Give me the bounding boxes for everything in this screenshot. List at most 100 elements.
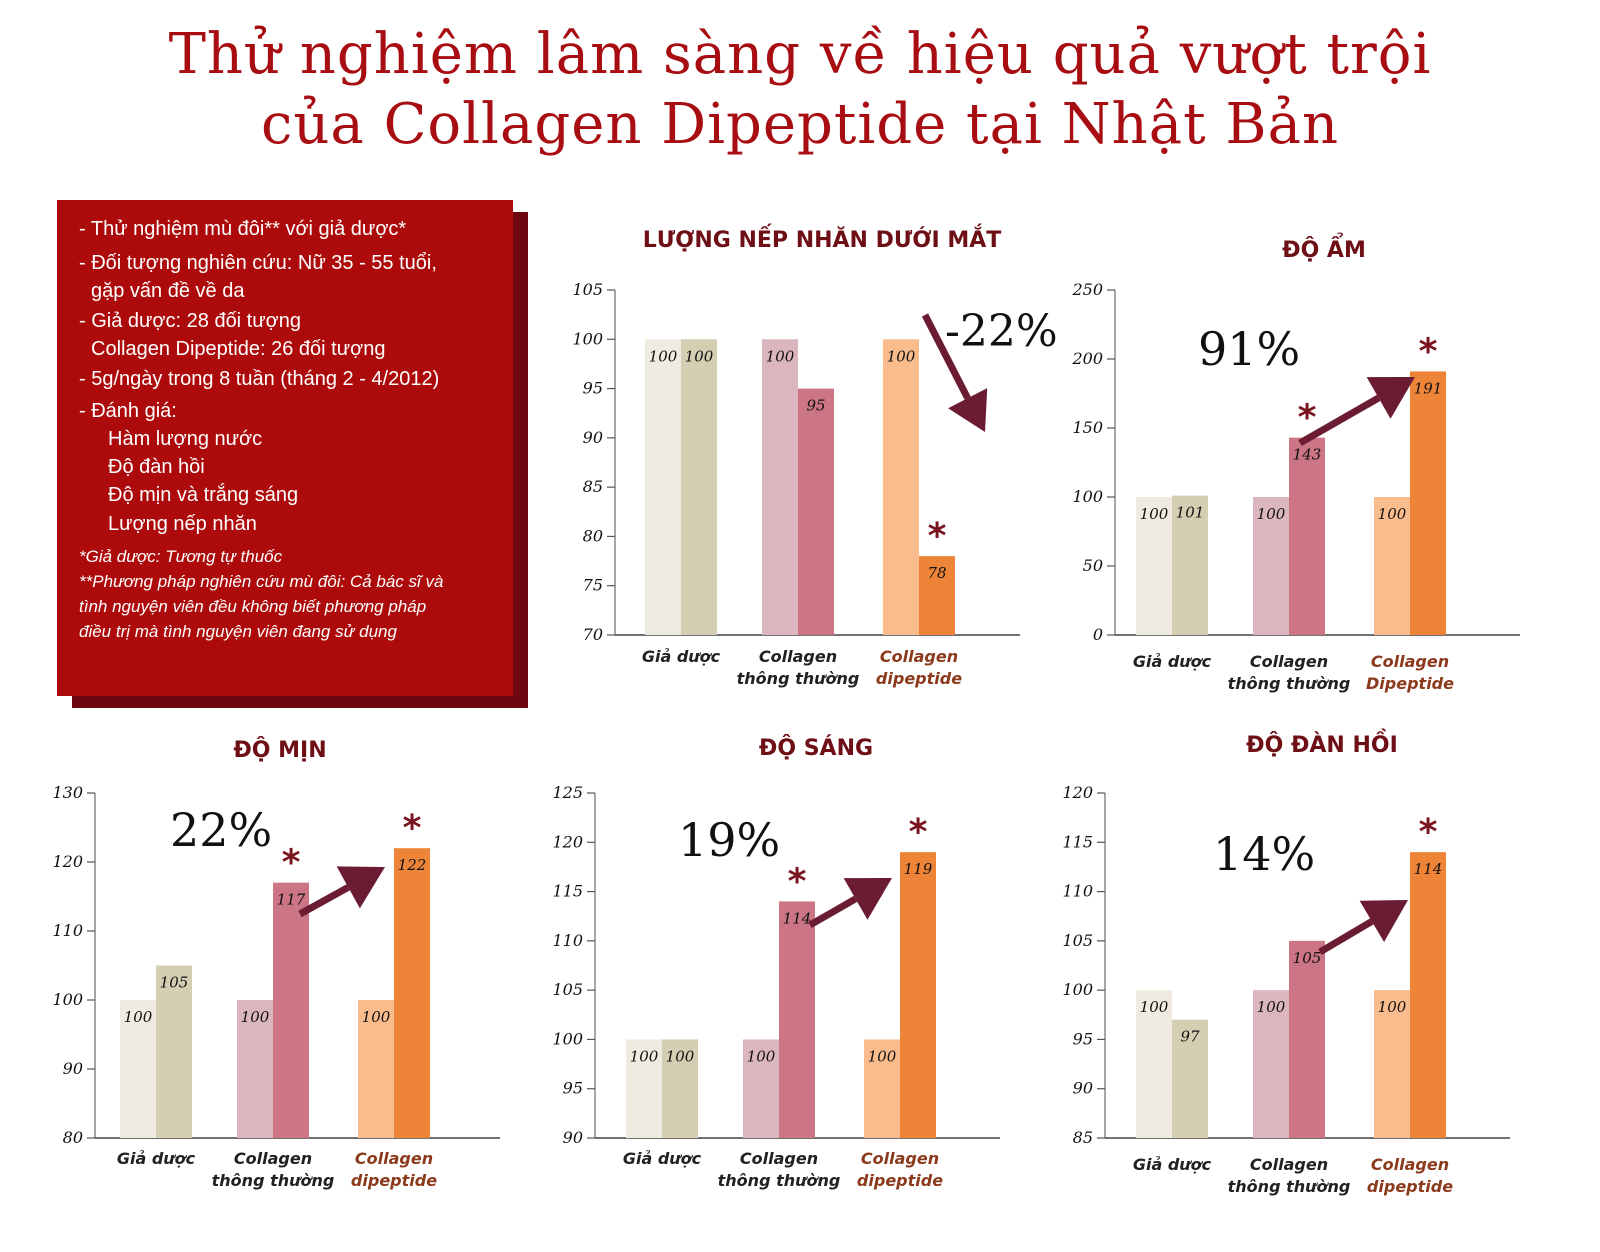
wrinkle-trend-arrow-head xyxy=(948,388,988,432)
smoothness-value-label-0-1: 105 xyxy=(160,974,189,992)
elasticity-tick-label: 95 xyxy=(1073,1029,1093,1048)
brightness-value-label-1-0: 100 xyxy=(747,1047,776,1065)
elasticity-trend-arrow xyxy=(1318,900,1408,956)
smoothness-tick-label: 90 xyxy=(63,1059,83,1078)
page-title-line-1: Thử nghiệm lâm sàng về hiệu quả vượt trộ… xyxy=(168,22,1432,87)
elasticity-category-label-0: Giả dược xyxy=(1133,1155,1212,1174)
brightness-value-label-1-1: 114 xyxy=(783,909,812,927)
wrinkle-trend-arrow xyxy=(921,313,988,432)
moisture-category-label-1: Collagen xyxy=(1250,652,1328,671)
brightness-category-label-0: Giả dược xyxy=(623,1149,702,1168)
smoothness-value-label-1-0: 100 xyxy=(241,1008,270,1026)
brightness-bar-0-1 xyxy=(662,1039,698,1138)
info-line-dosage: - 5g/ngày trong 8 tuần (tháng 2 - 4/2012… xyxy=(79,368,440,390)
moisture-trend-arrow xyxy=(1298,377,1415,447)
elasticity-trend-arrow-head xyxy=(1359,900,1408,943)
brightness-percent-label: 19% xyxy=(678,813,780,867)
info-line-evaluation: - Đánh giá: xyxy=(79,400,177,422)
brightness-bar-1-0 xyxy=(743,1039,779,1138)
study-info-box: - Thử nghiệm mù đôi** với giả dược* - Đố… xyxy=(57,200,513,696)
elasticity-bar-2-1 xyxy=(1410,852,1446,1138)
wrinkle-category-label-2: dipeptide xyxy=(876,669,962,688)
smoothness-bar-2-0 xyxy=(358,1000,394,1138)
smoothness-bar-0-1 xyxy=(156,965,192,1138)
info-note-placebo: *Giả dược: Tương tự thuốc xyxy=(79,547,283,566)
brightness-significance-star-2: * xyxy=(909,812,928,853)
brightness-bar-0-0 xyxy=(626,1039,662,1138)
brightness-value-label-0-1: 100 xyxy=(666,1047,695,1065)
smoothness-trend-arrow-head xyxy=(336,866,385,909)
smoothness-value-label-2-0: 100 xyxy=(362,1008,391,1026)
elasticity-chart: ĐỘ ĐÀN HỒI 85 90 95 100 105 110 115 120 100 97 Giả … xyxy=(1062,729,1510,1196)
smoothness-value-label-2-1: 122 xyxy=(398,856,427,874)
brightness-tick-label: 95 xyxy=(563,1079,583,1098)
elasticity-significance-star-2: * xyxy=(1419,812,1438,853)
brightness-significance-star-1: * xyxy=(788,861,807,902)
smoothness-significance-star-2: * xyxy=(403,808,422,849)
moisture-trend-arrow-shaft xyxy=(1298,394,1381,447)
elasticity-chart-title: ĐỘ ĐÀN HỒI xyxy=(1246,729,1398,758)
wrinkle-value-label-1-0: 100 xyxy=(766,347,795,365)
wrinkle-trend-arrow-shaft xyxy=(921,313,971,400)
elasticity-category-label-1: thông thường xyxy=(1228,1177,1351,1196)
smoothness-category-label-1: thông thường xyxy=(212,1171,335,1190)
info-line-trial: - Thử nghiệm mù đôi** với giả dược* xyxy=(79,218,407,240)
smoothness-chart: ĐỘ MỊN 80 90 100 110 120 130 100 105 Giả dược 100 1… xyxy=(52,736,500,1190)
moisture-bar-0-0 xyxy=(1136,497,1172,635)
wrinkle-tick-label: 90 xyxy=(583,428,603,447)
moisture-tick-label: 200 xyxy=(1071,349,1103,368)
elasticity-value-label-2-0: 100 xyxy=(1378,998,1407,1016)
smoothness-tick-label: 130 xyxy=(52,783,83,802)
brightness-bar-1-1 xyxy=(779,901,815,1138)
brightness-value-label-0-0: 100 xyxy=(630,1047,659,1065)
wrinkle-bar-1-1 xyxy=(798,388,834,635)
smoothness-chart-title: ĐỘ MỊN xyxy=(233,736,326,763)
elasticity-bar-0-1 xyxy=(1172,1019,1208,1138)
info-note-double-blind: **Phương pháp nghiên cứu mù đôi: Cả bác … xyxy=(79,572,444,591)
brightness-bar-2-0 xyxy=(864,1039,900,1138)
wrinkle-category-label-2: Collagen xyxy=(880,647,958,666)
smoothness-bar-1-0 xyxy=(237,1000,273,1138)
elasticity-tick-label: 105 xyxy=(1062,931,1093,950)
info-note-double-blind-cont2: điều trị mà tình nguyện viên đang sử dụn… xyxy=(79,622,397,641)
elasticity-value-label-1-1: 105 xyxy=(1293,949,1322,967)
moisture-tick-label: 50 xyxy=(1083,556,1103,575)
wrinkle-tick-label: 105 xyxy=(572,280,603,299)
info-line-subjects-cont: gặp vấn đề về da xyxy=(91,280,245,302)
brightness-tick-label: 100 xyxy=(552,1029,583,1048)
wrinkle-category-label-0: Giả dược xyxy=(642,647,721,666)
elasticity-bar-2-0 xyxy=(1374,990,1410,1138)
brightness-bar-2-1 xyxy=(900,852,936,1138)
info-line-dipeptide-count: Collagen Dipeptide: 26 đối tượng xyxy=(91,338,386,360)
info-line-eval-wrinkle: Lượng nếp nhăn xyxy=(108,513,257,535)
brightness-category-label-2: Collagen xyxy=(861,1149,939,1168)
moisture-bar-1-0 xyxy=(1253,497,1289,635)
smoothness-category-label-2: Collagen xyxy=(355,1149,433,1168)
moisture-bar-2-1 xyxy=(1410,371,1446,635)
brightness-chart-title: ĐỘ SÁNG xyxy=(759,734,873,761)
moisture-tick-label: 100 xyxy=(1072,487,1103,506)
brightness-tick-label: 90 xyxy=(563,1128,583,1147)
elasticity-tick-label: 120 xyxy=(1062,783,1093,802)
wrinkle-tick-label: 70 xyxy=(583,625,603,644)
brightness-category-label-1: Collagen xyxy=(740,1149,818,1168)
elasticity-tick-label: 110 xyxy=(1062,882,1093,901)
smoothness-value-label-0-0: 100 xyxy=(124,1008,153,1026)
smoothness-trend-arrow xyxy=(298,866,385,918)
elasticity-tick-label: 115 xyxy=(1062,832,1093,851)
info-line-eval-smooth: Độ mịn và trắng sáng xyxy=(108,484,299,506)
moisture-significance-star-2: * xyxy=(1419,331,1438,372)
wrinkle-value-label-0-1: 100 xyxy=(685,347,714,365)
moisture-value-label-0-0: 100 xyxy=(1140,505,1169,523)
wrinkle-category-label-1: thông thường xyxy=(737,669,860,688)
wrinkle-bar-2-0 xyxy=(883,339,919,635)
smoothness-trend-arrow-shaft xyxy=(298,884,350,918)
info-note-double-blind-cont1: tình nguyện viên đều không biết phương p… xyxy=(79,597,427,616)
moisture-significance-star-1: * xyxy=(1298,398,1317,439)
elasticity-category-label-2: dipeptide xyxy=(1367,1177,1453,1196)
moisture-value-label-2-1: 191 xyxy=(1414,379,1443,397)
moisture-value-label-1-0: 100 xyxy=(1257,505,1286,523)
brightness-tick-label: 105 xyxy=(552,980,583,999)
brightness-value-label-2-1: 119 xyxy=(904,860,933,878)
moisture-trend-arrow-head xyxy=(1366,377,1415,419)
